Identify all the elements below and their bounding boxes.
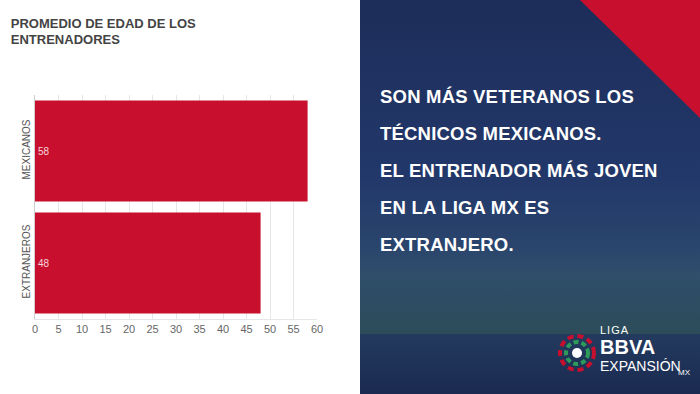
- svg-text:0: 0: [32, 323, 38, 335]
- svg-text:30: 30: [170, 323, 182, 335]
- svg-text:55: 55: [287, 323, 299, 335]
- html-text:BBVA: BBVA: [600, 336, 656, 358]
- html-text:SON MÁS VETERANOS LOS: SON MÁS VETERANOS LOS: [380, 86, 634, 107]
- svg-text:15: 15: [99, 323, 111, 335]
- svg-text:35: 35: [193, 323, 205, 335]
- svg-text:48: 48: [38, 258, 50, 269]
- html-text:EN LA LIGA MX ES: EN LA LIGA MX ES: [380, 197, 550, 218]
- svg-text:50: 50: [264, 323, 276, 335]
- svg-text:MEXICANOS: MEXICANOS: [21, 119, 32, 179]
- svg-text:58: 58: [38, 146, 50, 157]
- html-text:EL ENTRENADOR MÁS JOVEN: EL ENTRENADOR MÁS JOVEN: [380, 160, 658, 181]
- html-text:LIGA: LIGA: [600, 324, 630, 336]
- svg-text:20: 20: [123, 323, 135, 335]
- svg-text:45: 45: [240, 323, 252, 335]
- svg-text:5: 5: [55, 323, 61, 335]
- svg-text:EXTRANJEROS: EXTRANJEROS: [21, 224, 32, 298]
- html-text:EXPANSIÓN: EXPANSIÓN: [600, 358, 681, 374]
- html-text:EXTRANJERO.: EXTRANJERO.: [380, 234, 514, 255]
- svg-text:PROMEDIO DE EDAD DE LOSENTRENA: PROMEDIO DE EDAD DE LOSENTRENADORES: [11, 16, 196, 48]
- svg-text:10: 10: [76, 323, 88, 335]
- svg-text:60: 60: [311, 323, 323, 335]
- html-text:TÉCNICOS MEXICANOS.: TÉCNICOS MEXICANOS.: [380, 123, 602, 144]
- svg-text:25: 25: [146, 323, 158, 335]
- html-text:MX: MX: [678, 368, 690, 377]
- svg-text:40: 40: [217, 323, 229, 335]
